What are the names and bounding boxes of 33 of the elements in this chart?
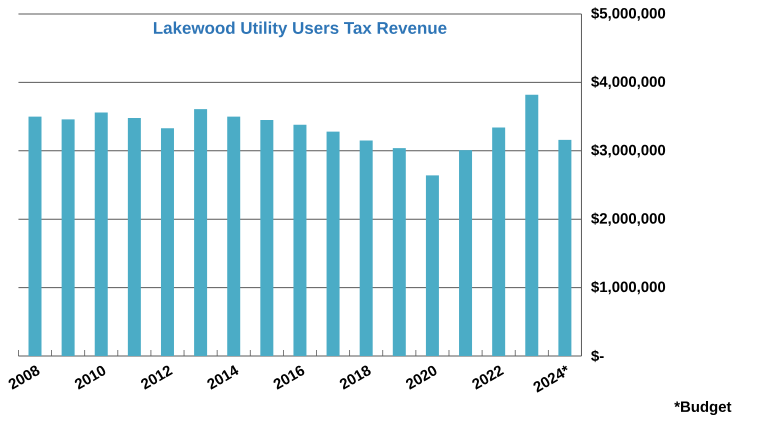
bar	[62, 119, 75, 356]
bar	[492, 128, 506, 356]
y-tick-label: $1,000,000	[591, 280, 666, 294]
x-tick-label: 2014	[207, 365, 239, 390]
bar	[293, 124, 306, 356]
chart-title: Lakewood Utility Users Tax Revenue	[154, 22, 447, 38]
y-tick-label: $3,000,000	[591, 144, 666, 158]
x-tick-label: 2020	[406, 366, 436, 390]
bar	[260, 120, 274, 356]
bar	[558, 140, 572, 356]
bar	[360, 140, 373, 356]
bar	[426, 175, 439, 356]
bar	[194, 109, 208, 356]
bar	[128, 118, 141, 356]
bar	[227, 116, 240, 356]
text: *Budget	[674, 401, 732, 416]
bar	[94, 112, 108, 356]
x-tick-label: 2016	[274, 366, 304, 390]
x-tick-label: 2018	[340, 366, 371, 390]
y-tick-label: $4,000,000	[591, 76, 666, 90]
x-tick-label: 2022	[472, 366, 504, 390]
bar	[459, 150, 472, 356]
x-tick-label: 2010	[74, 366, 106, 390]
y-tick-label: $2,000,000	[591, 212, 666, 226]
bar	[525, 94, 538, 356]
bar	[392, 148, 406, 356]
x-tick-label: 2012	[141, 366, 173, 390]
bar	[28, 116, 42, 356]
bar	[326, 132, 340, 356]
y-tick-label: $5,000,000	[591, 7, 666, 21]
x-tick-label: 2008	[8, 366, 40, 390]
bar	[160, 128, 174, 356]
y-tick-label: $-	[591, 350, 604, 362]
